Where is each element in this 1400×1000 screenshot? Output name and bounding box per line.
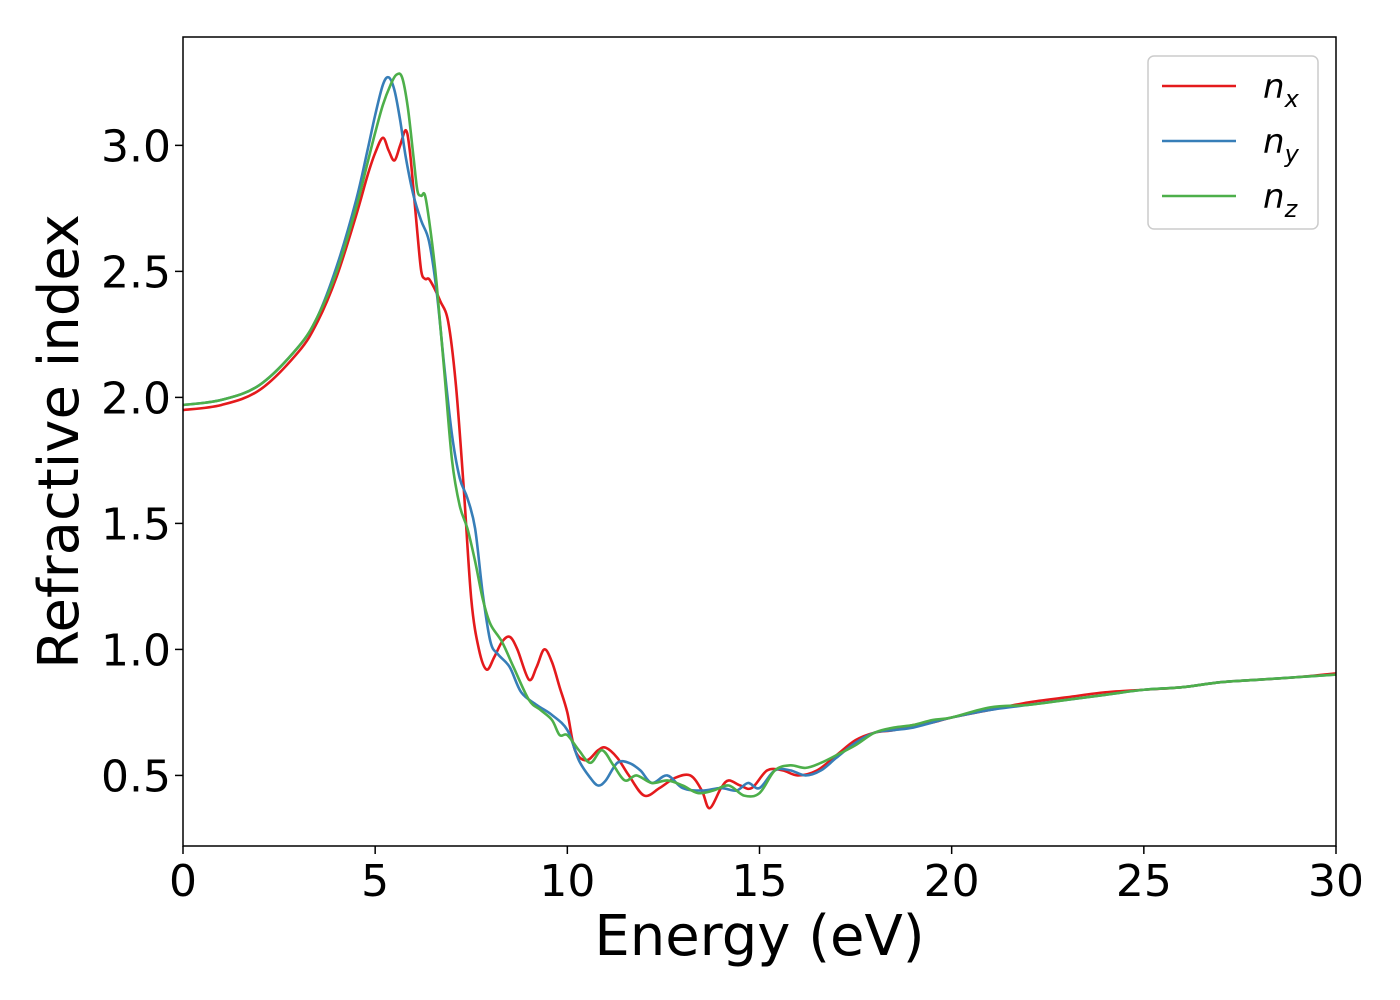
series-line-n-z — [183, 72, 1336, 798]
series-line-n-y — [183, 75, 1336, 792]
y-tick-label: 3.0 — [101, 121, 171, 172]
legend: nx ny nz — [1147, 55, 1319, 230]
y-tick-label: 0.5 — [101, 751, 171, 802]
legend-label-n-z: nz — [1263, 177, 1299, 223]
legend-label-n-y: ny — [1263, 122, 1300, 168]
y-tick-label: 2.5 — [101, 247, 171, 298]
x-axis-label: Energy (eV) — [594, 904, 924, 969]
x-tick-label: 15 — [732, 856, 788, 907]
legend-label-n-x: nx — [1263, 67, 1300, 113]
x-tick-label: 0 — [169, 856, 197, 907]
x-tick-label: 10 — [539, 856, 595, 907]
legend-box — [1147, 55, 1319, 230]
y-axis-label: Refractive index — [27, 214, 92, 669]
y-tick-label: 1.5 — [101, 499, 171, 550]
x-tick-label: 5 — [361, 856, 389, 907]
y-tick-label: 1.0 — [101, 625, 171, 676]
series-layer — [183, 72, 1336, 810]
x-tick-label: 25 — [1116, 856, 1172, 907]
y-axis-ticks: 0.5 1.0 1.5 2.0 2.5 3.0 — [101, 121, 183, 802]
x-tick-label: 30 — [1308, 856, 1364, 907]
x-axis-ticks: 0 5 10 15 20 25 30 — [169, 846, 1364, 907]
x-tick-label: 20 — [924, 856, 980, 907]
y-tick-label: 2.0 — [101, 373, 171, 424]
